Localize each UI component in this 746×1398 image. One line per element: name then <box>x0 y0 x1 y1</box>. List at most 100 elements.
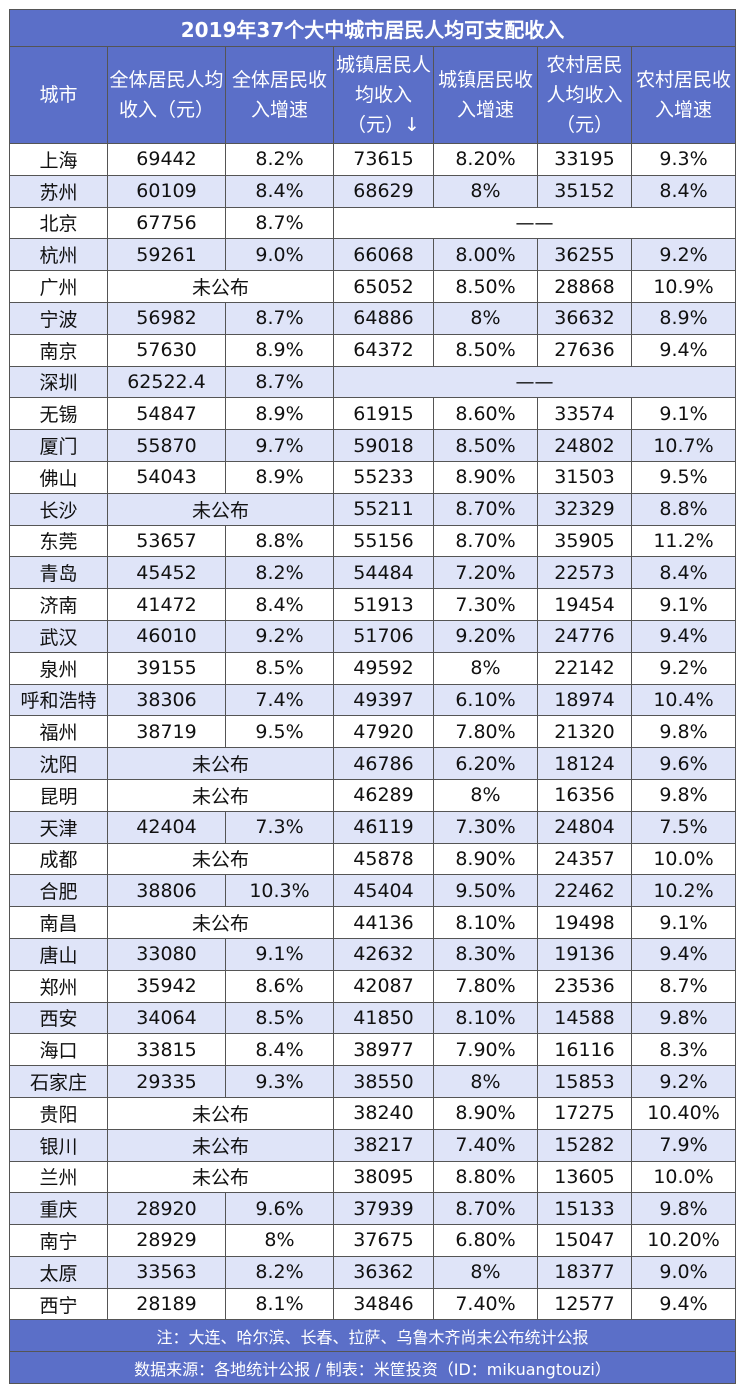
all-growth-cell: 9.2% <box>225 619 334 653</box>
city-cell: 上海 <box>9 143 108 176</box>
city-cell: 南京 <box>9 333 108 367</box>
all-income-cell: 69442 <box>107 143 226 176</box>
all-unpublished-cell: 未公布 <box>107 1128 334 1162</box>
urban-income-cell: 66068 <box>333 238 434 272</box>
rural-income-cell: 33574 <box>537 397 632 431</box>
all-income-cell: 34064 <box>107 1001 226 1035</box>
urban-growth-cell: 7.80% <box>433 969 538 1003</box>
urban-income-cell: 51913 <box>333 588 434 621</box>
urban-growth-cell: 7.30% <box>433 810 538 844</box>
city-cell: 青岛 <box>9 556 108 590</box>
rural-income-cell: 24802 <box>537 429 632 462</box>
urban-income-cell: 47920 <box>333 715 434 749</box>
urban-income-cell: 73615 <box>333 143 434 176</box>
urban-growth-cell: 7.90% <box>433 1033 538 1067</box>
all-income-cell: 60109 <box>107 174 226 208</box>
rural-income-cell: 28868 <box>537 270 632 303</box>
all-growth-cell: 8.5% <box>225 651 334 685</box>
all-growth-cell: 9.1% <box>225 937 334 971</box>
urban-growth-cell: 8.50% <box>433 270 538 303</box>
table-row: 贵阳 未公布 38240 8.90% 17275 10.40% <box>9 1096 737 1130</box>
urban-income-cell: 42632 <box>333 937 434 971</box>
all-unpublished-cell: 未公布 <box>107 747 334 780</box>
urban-growth-cell: 8% <box>433 174 538 208</box>
urban-growth-cell: 8% <box>433 301 538 335</box>
urban-growth-cell: 8.90% <box>433 1096 538 1130</box>
urban-growth-cell: 8.30% <box>433 937 538 971</box>
city-cell: 海口 <box>9 1033 108 1067</box>
rural-income-cell: 21320 <box>537 715 632 749</box>
rural-income-cell: 23536 <box>537 969 632 1003</box>
table-row: 重庆 28920 9.6% 37939 8.70% 15133 9.8% <box>9 1192 737 1226</box>
header-row: 城市 全体居民人均收入（元） 全体居民收入增速 城镇居民人均收入（元）↓ 城镇居… <box>9 46 737 144</box>
all-income-cell: 33815 <box>107 1033 226 1067</box>
city-cell: 宁波 <box>9 301 108 335</box>
rural-income-cell: 15047 <box>537 1224 632 1257</box>
urban-growth-cell: 8% <box>433 778 538 812</box>
rural-growth-cell: 8.4% <box>630 556 737 590</box>
urban-income-cell: 37675 <box>333 1224 434 1257</box>
rural-growth-cell: 9.3% <box>630 143 737 176</box>
urban-growth-cell: 8.00% <box>433 238 538 272</box>
header-all-income: 全体居民人均收入（元） <box>107 46 226 144</box>
header-urban-income: 城镇居民人均收入（元）↓ <box>333 46 434 144</box>
table-row: 南京 57630 8.9% 64372 8.50% 27636 9.4% <box>9 333 737 367</box>
rural-growth-cell: 9.8% <box>630 778 737 812</box>
all-growth-cell: 8.2% <box>225 556 334 590</box>
urban-growth-cell: 8.70% <box>433 1192 538 1226</box>
header-rural-growth: 农村居民收入增速 <box>630 46 737 144</box>
rural-income-cell: 33195 <box>537 143 632 176</box>
all-growth-cell: 8.2% <box>225 1255 334 1289</box>
rural-income-cell: 24776 <box>537 619 632 653</box>
table-row: 太原 33563 8.2% 36362 8% 18377 9.0% <box>9 1255 737 1289</box>
rural-growth-cell: 9.4% <box>630 1287 737 1321</box>
table-row: 青岛 45452 8.2% 54484 7.20% 22573 8.4% <box>9 556 737 590</box>
all-growth-cell: 8.4% <box>225 588 334 621</box>
city-cell: 太原 <box>9 1255 108 1289</box>
city-cell: 广州 <box>9 270 108 303</box>
urban-growth-cell: 8.20% <box>433 143 538 176</box>
rural-growth-cell: 10.0% <box>630 1160 737 1194</box>
all-growth-cell: 8.8% <box>225 524 334 558</box>
all-growth-cell: 7.3% <box>225 810 334 844</box>
urban-growth-cell: 7.40% <box>433 1287 538 1321</box>
rural-income-cell: 35152 <box>537 174 632 208</box>
table-row: 上海 69442 8.2% 73615 8.20% 33195 9.3% <box>9 143 737 176</box>
all-income-cell: 41472 <box>107 588 226 621</box>
all-income-cell: 38719 <box>107 715 226 749</box>
city-cell: 西安 <box>9 1001 108 1035</box>
urban-income-cell: 55233 <box>333 460 434 494</box>
rural-growth-cell: 9.1% <box>630 588 737 621</box>
table-row: 沈阳 未公布 46786 6.20% 18124 9.6% <box>9 747 737 780</box>
all-income-cell: 42404 <box>107 810 226 844</box>
rural-income-cell: 16356 <box>537 778 632 812</box>
all-income-cell: 53657 <box>107 524 226 558</box>
all-unpublished-cell: 未公布 <box>107 270 334 303</box>
city-cell: 北京 <box>9 206 108 240</box>
city-cell: 南昌 <box>9 906 108 939</box>
city-cell: 深圳 <box>9 365 108 399</box>
all-growth-cell: 8.4% <box>225 174 334 208</box>
table-row: 长沙 未公布 55211 8.70% 32329 8.8% <box>9 492 737 526</box>
all-income-cell: 39155 <box>107 651 226 685</box>
rural-growth-cell: 9.4% <box>630 619 737 653</box>
rural-growth-cell: 9.4% <box>630 937 737 971</box>
table-row: 兰州 未公布 38095 8.80% 13605 10.0% <box>9 1160 737 1194</box>
all-income-cell: 57630 <box>107 333 226 367</box>
rural-income-cell: 35905 <box>537 524 632 558</box>
table-row: 北京 67756 8.7% —— <box>9 206 737 240</box>
table-row: 南昌 未公布 44136 8.10% 19498 9.1% <box>9 906 737 939</box>
rural-income-cell: 22462 <box>537 874 632 908</box>
rural-growth-cell: 8.8% <box>630 492 737 526</box>
rural-growth-cell: 10.9% <box>630 270 737 303</box>
city-cell: 苏州 <box>9 174 108 208</box>
table-row: 深圳 62522.4 8.7% —— <box>9 365 737 399</box>
table-row: 西安 34064 8.5% 41850 8.10% 14588 9.8% <box>9 1001 737 1035</box>
rural-income-cell: 24804 <box>537 810 632 844</box>
urban-growth-cell: 8.10% <box>433 1001 538 1035</box>
rural-income-cell: 15853 <box>537 1065 632 1098</box>
rural-growth-cell: 9.4% <box>630 333 737 367</box>
table-note: 注：大连、哈尔滨、长春、拉萨、乌鲁木齐尚未公布统计公报 <box>8 1319 737 1353</box>
urban-growth-cell: 6.20% <box>433 747 538 780</box>
rural-income-cell: 19136 <box>537 937 632 971</box>
